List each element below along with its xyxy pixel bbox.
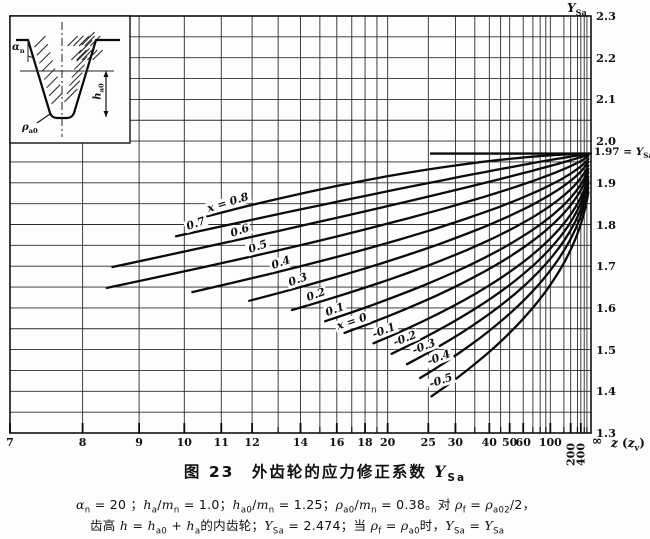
curve-x-0.3 xyxy=(405,182,590,366)
curve-family xyxy=(105,152,590,398)
curve-x-0.4 xyxy=(418,186,590,380)
hatch-stroke xyxy=(92,49,104,61)
curve-x0.4 xyxy=(191,157,590,294)
hatch-stroke xyxy=(78,35,90,47)
hatch-stroke xyxy=(76,47,91,62)
inset-addendum-label: ha0 xyxy=(92,83,106,100)
curve-x0.6 xyxy=(111,153,590,269)
hatch-stroke xyxy=(78,39,93,54)
hatch-stroke xyxy=(84,35,96,47)
dim-arrow-bottom xyxy=(103,111,109,117)
x-tick-label: 25 xyxy=(420,436,436,449)
y-tick-label: 1.4 xyxy=(596,384,617,399)
y-axis-title: YSa xyxy=(567,1,587,18)
x-tick-label: 8 xyxy=(78,436,87,449)
x-tick-label: 7 xyxy=(6,436,14,449)
x-tick-label: 18 xyxy=(357,436,373,449)
hatch-stroke xyxy=(72,35,84,47)
hatch-stroke xyxy=(70,49,82,61)
hatch-stroke xyxy=(41,60,54,72)
x-tick-label: 11 xyxy=(213,436,229,449)
grid xyxy=(9,15,591,434)
curve-x0.7 xyxy=(174,152,590,238)
x-axis-title: z (zv) xyxy=(611,436,645,453)
tool-profile-inset xyxy=(9,15,131,144)
curve-x0.2 xyxy=(290,164,590,312)
y-tick-label: 1.6 xyxy=(596,300,617,315)
x-tick-label: 40 xyxy=(481,436,497,449)
curve-x-0.5 xyxy=(430,191,590,398)
x-tick-label: 100 xyxy=(538,436,562,449)
y-tick-label: 1.9 xyxy=(596,175,617,190)
x-tick-label: 30 xyxy=(447,436,464,449)
curve-x0 xyxy=(343,171,590,335)
x-tick-label-rotated: 400 xyxy=(574,443,588,466)
dim-arrow-top xyxy=(103,71,109,77)
y-tick-label: 2.3 xyxy=(596,9,617,23)
axis-tick-marks xyxy=(9,423,588,433)
x-tick-label: 9 xyxy=(135,436,143,449)
inset-tip-radius-label: ρa0 xyxy=(22,122,38,135)
y-tick-label: 1.3 xyxy=(596,426,617,440)
x-tick-label: 60 xyxy=(515,436,531,449)
x-tick-label: 50 xyxy=(502,436,518,449)
curve-x0.1 xyxy=(324,167,590,323)
x-tick-label: 20 xyxy=(379,436,396,449)
hatch-stroke xyxy=(76,49,88,61)
hatch-stroke xyxy=(36,43,49,56)
curve-x0.5 xyxy=(105,155,590,290)
hatch-stroke xyxy=(34,35,46,48)
alpha-arc xyxy=(27,55,34,58)
y-tick-label: 2.1 xyxy=(596,92,617,107)
hatch-stroke xyxy=(51,92,63,105)
hatch-stroke xyxy=(46,76,59,89)
y-tick-label: 1.5 xyxy=(596,342,617,357)
asymptote-label: 1.97 = YSa ∞ xyxy=(594,146,650,161)
hatch-stroke xyxy=(66,80,81,95)
rho-leader xyxy=(36,113,51,124)
y-tick-label: 2.2 xyxy=(596,50,617,65)
x-tick-label: 10 xyxy=(176,436,192,449)
inset-pressure-angle-label: αn xyxy=(12,42,25,55)
hatch-stroke xyxy=(68,72,83,87)
hatch-stroke xyxy=(48,84,61,97)
hatch-stroke xyxy=(81,49,93,61)
y-tick-label: 2.0 xyxy=(596,134,617,149)
curve-x-0.1 xyxy=(372,175,590,345)
hatch-stroke xyxy=(81,31,95,46)
hatch-stroke xyxy=(43,68,56,80)
y-tick-label: 1.8 xyxy=(596,217,617,232)
curve-x0.3 xyxy=(248,160,590,302)
figure-note-line1: αn = 20 ；ha/mn = 1.0；ha0/mn = 1.25；ρa0/m… xyxy=(76,497,536,516)
hatch-stroke xyxy=(38,51,51,64)
curve-x-0.2 xyxy=(390,179,590,355)
hatch-stroke xyxy=(67,35,79,47)
x-tick-label: 14 xyxy=(292,436,309,449)
inset-box xyxy=(9,15,131,144)
x-tick-label: 16 xyxy=(329,436,345,449)
hatch-stroke xyxy=(73,56,88,70)
x-tick-label: 12 xyxy=(244,436,260,449)
y-tick-label: 1.7 xyxy=(596,259,617,274)
hatch-stroke xyxy=(64,88,78,103)
figure-caption: 图 23 外齿轮的应力修正系数 YSa xyxy=(183,462,467,485)
figure-note-line2: 齿高 h = ha0 + ha的内齿轮；YSa = 2.474；当 ρf = ρ… xyxy=(90,518,505,537)
x-axis-infinity-label: ∞ xyxy=(591,434,603,449)
